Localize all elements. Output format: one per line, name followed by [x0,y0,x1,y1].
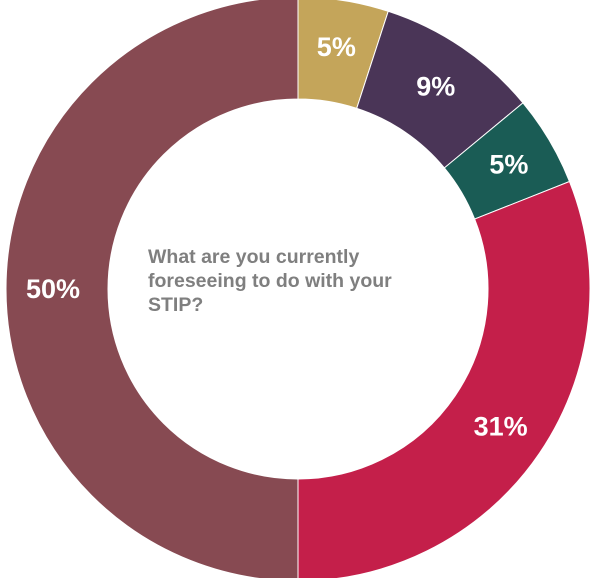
slice-label: 31% [474,412,528,442]
slice-label: 5% [317,32,356,62]
donut-slices [5,0,591,578]
slice-label: 5% [489,149,528,179]
slice-labels: 5% 9% 5% 31% 50% [26,32,528,442]
slice-label: 9% [416,71,455,101]
chart-title: What are you currently foreseeing to do … [148,246,392,316]
donut-slice [5,0,299,578]
slice-label: 50% [26,274,80,304]
donut-slice [297,180,591,578]
